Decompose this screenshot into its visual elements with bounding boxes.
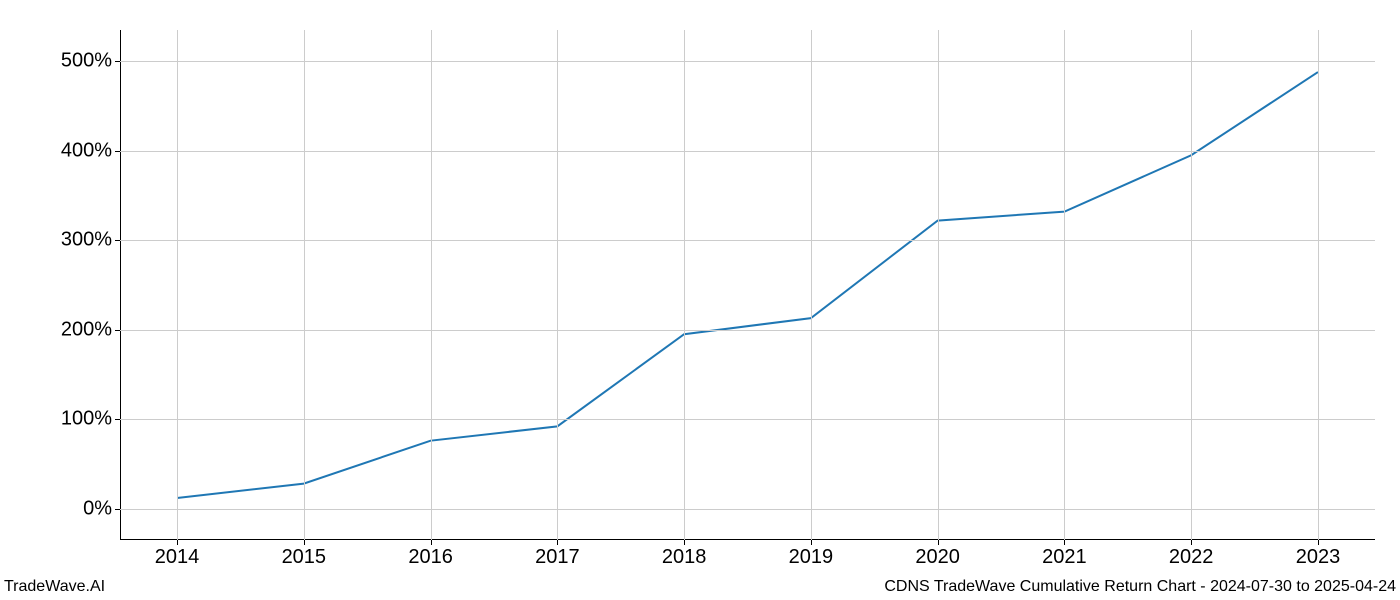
x-tick-mark <box>938 540 939 545</box>
grid-line-horizontal <box>120 240 1375 241</box>
grid-line-vertical <box>1191 30 1192 540</box>
x-tick-label: 2014 <box>155 546 200 569</box>
x-tick-label: 2018 <box>662 546 707 569</box>
grid-line-vertical <box>304 30 305 540</box>
return-line <box>177 72 1318 498</box>
x-tick-mark <box>304 540 305 545</box>
y-tick-label: 100% <box>61 408 112 431</box>
y-tick-label: 200% <box>61 318 112 341</box>
y-tick-label: 0% <box>83 497 112 520</box>
y-tick-mark <box>115 240 120 241</box>
x-tick-mark <box>1191 540 1192 545</box>
y-tick-mark <box>115 419 120 420</box>
y-tick-label: 500% <box>61 50 112 73</box>
grid-line-horizontal <box>120 151 1375 152</box>
y-tick-label: 300% <box>61 229 112 252</box>
x-tick-mark <box>177 540 178 545</box>
y-tick-mark <box>115 509 120 510</box>
line-plot <box>120 30 1375 540</box>
x-axis-spine <box>120 539 1375 540</box>
x-tick-label: 2021 <box>1042 546 1087 569</box>
x-tick-label: 2020 <box>915 546 960 569</box>
chart-container: 0% 100% 200% 300% 400% 500% 2014 2015 2016 2017 20… <box>0 0 1400 600</box>
x-tick-mark <box>684 540 685 545</box>
grid-line-vertical <box>1318 30 1319 540</box>
grid-line-vertical <box>684 30 685 540</box>
x-tick-label: 2019 <box>789 546 834 569</box>
grid-line-horizontal <box>120 61 1375 62</box>
footer-branding: TradeWave.AI <box>4 578 105 596</box>
x-tick-label: 2015 <box>282 546 327 569</box>
x-tick-label: 2023 <box>1296 546 1341 569</box>
x-tick-label: 2017 <box>535 546 580 569</box>
y-tick-label: 400% <box>61 139 112 162</box>
grid-line-vertical <box>938 30 939 540</box>
grid-line-horizontal <box>120 419 1375 420</box>
grid-line-horizontal <box>120 509 1375 510</box>
y-axis-spine <box>120 30 121 540</box>
grid-line-vertical <box>557 30 558 540</box>
plot-area: 0%100%200%300%400%500%201420152016201720… <box>120 30 1375 540</box>
grid-line-horizontal <box>120 330 1375 331</box>
grid-line-vertical <box>811 30 812 540</box>
x-tick-label: 2022 <box>1169 546 1214 569</box>
grid-line-vertical <box>431 30 432 540</box>
x-tick-mark <box>431 540 432 545</box>
footer-caption: CDNS TradeWave Cumulative Return Chart -… <box>884 578 1396 596</box>
y-tick-mark <box>115 330 120 331</box>
y-tick-mark <box>115 61 120 62</box>
x-tick-mark <box>811 540 812 545</box>
x-tick-mark <box>1318 540 1319 545</box>
x-tick-mark <box>1064 540 1065 545</box>
x-tick-label: 2016 <box>408 546 453 569</box>
x-tick-mark <box>557 540 558 545</box>
grid-line-vertical <box>177 30 178 540</box>
grid-line-vertical <box>1064 30 1065 540</box>
y-tick-mark <box>115 151 120 152</box>
